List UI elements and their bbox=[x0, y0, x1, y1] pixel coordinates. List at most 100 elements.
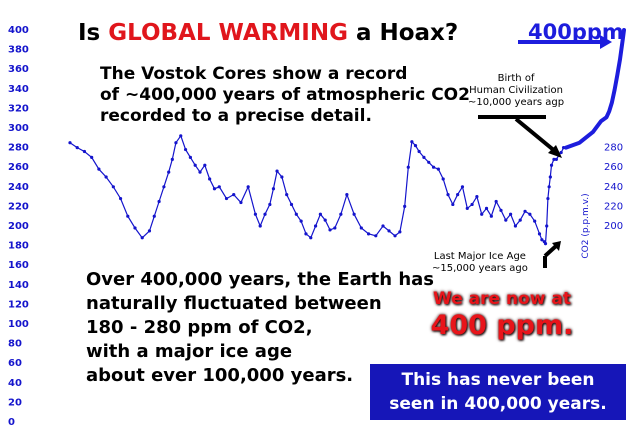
co2-data-point bbox=[359, 226, 363, 230]
ice-age-arrowhead bbox=[552, 241, 561, 251]
right-axis-label: CO2 (p.p.m.v.) bbox=[581, 193, 591, 258]
co2-data-point bbox=[403, 204, 407, 208]
summary-line: 180 - 280 ppm of CO2, bbox=[86, 317, 313, 338]
headline: Is GLOBAL WARMING a Hoax? bbox=[78, 20, 458, 46]
left-axis-tick-label: 240 bbox=[8, 182, 29, 193]
modern-co2-rise-line bbox=[564, 28, 626, 150]
co2-data-point bbox=[413, 144, 418, 148]
left-axis-tick-label: 100 bbox=[8, 319, 29, 330]
co2-data-point bbox=[170, 157, 174, 161]
civilization-arrowhead bbox=[548, 145, 562, 158]
co2-data-point bbox=[451, 202, 455, 207]
left-axis-tick-label: 340 bbox=[8, 84, 29, 95]
co2-data-point bbox=[533, 219, 537, 223]
co2-data-point bbox=[167, 170, 171, 174]
co2-data-point bbox=[456, 193, 460, 197]
co2-series-line bbox=[69, 134, 565, 246]
co2-data-point bbox=[323, 218, 327, 222]
now-callout: We are now at 400 ppm. bbox=[398, 288, 606, 342]
co2-data-point bbox=[268, 202, 272, 207]
left-axis-tick-label: 200 bbox=[8, 221, 29, 232]
summary-line: Over 400,000 years, the Earth has bbox=[86, 269, 434, 290]
co2-data-point bbox=[263, 212, 267, 216]
co2-data-point bbox=[339, 212, 343, 216]
right-axis-tick-label: 280 bbox=[604, 143, 623, 154]
civilization-line: Human Civilization bbox=[469, 85, 563, 96]
co2-data-point bbox=[126, 214, 130, 218]
co2-data-point bbox=[546, 196, 550, 201]
summary-line: with a major ice age bbox=[86, 341, 293, 362]
co2-data-point bbox=[147, 229, 152, 233]
left-axis-tick-label: 280 bbox=[8, 143, 29, 154]
co2-data-point bbox=[304, 232, 308, 236]
headline-suffix: a Hoax? bbox=[347, 20, 459, 46]
co2-data-point bbox=[465, 206, 469, 210]
right-axis-tick-label: 220 bbox=[604, 201, 623, 212]
left-axis-tick-label: 400 bbox=[8, 25, 29, 36]
co2-data-point bbox=[280, 175, 284, 179]
co2-data-point bbox=[212, 187, 217, 191]
co2-data-point bbox=[441, 177, 445, 181]
co2-data-point bbox=[258, 224, 262, 228]
co2-data-point bbox=[374, 234, 378, 238]
box-line: This has never been bbox=[401, 370, 595, 390]
co2-data-point bbox=[208, 177, 212, 181]
co2-data-point bbox=[406, 165, 410, 169]
co2-data-point bbox=[318, 212, 322, 216]
co2-data-point bbox=[289, 202, 294, 207]
left-axis-tick-label: 300 bbox=[8, 123, 29, 134]
civilization-line: Birth of bbox=[497, 73, 535, 84]
co2-data-point bbox=[224, 196, 229, 201]
co2-data-point bbox=[217, 185, 221, 189]
ice-age-arrow-line bbox=[543, 244, 558, 258]
co2-data-point bbox=[398, 230, 402, 234]
co2-data-point bbox=[431, 165, 436, 169]
civilization-arrow-line bbox=[514, 117, 558, 154]
co2-data-point bbox=[484, 206, 489, 210]
co2-data-point bbox=[381, 224, 385, 228]
co2-data-point bbox=[75, 146, 79, 150]
civilization-line: ~10,000 years agp bbox=[468, 97, 565, 108]
left-axis-tick-label: 220 bbox=[8, 201, 29, 212]
co2-data-point bbox=[352, 212, 356, 216]
left-axis-tick-label: 320 bbox=[8, 103, 29, 114]
co2-data-point bbox=[118, 196, 123, 201]
now-callout-line1: We are now at bbox=[433, 289, 571, 309]
co2-data-point bbox=[313, 224, 318, 228]
top-ppm-label: 400ppm bbox=[528, 20, 624, 44]
co2-data-point bbox=[157, 199, 161, 204]
co2-data-point bbox=[446, 193, 450, 197]
box-line: seen in 400,000 years. bbox=[389, 394, 607, 414]
co2-data-point bbox=[162, 185, 166, 189]
co2-data-point bbox=[271, 187, 276, 191]
co2-data-point bbox=[499, 208, 503, 212]
co2-data-point bbox=[518, 218, 522, 222]
co2-data-point bbox=[174, 141, 178, 145]
co2-data-point bbox=[387, 229, 391, 233]
intro-line: The Vostok Cores show a record bbox=[100, 64, 408, 84]
co2-data-point bbox=[554, 157, 558, 161]
summary-line: about ever 100,000 years. bbox=[86, 365, 354, 386]
co2-data-point bbox=[299, 219, 303, 223]
co2-data-point bbox=[345, 193, 349, 197]
left-axis-tick-label: 40 bbox=[8, 378, 22, 389]
left-axis-tick-label: 360 bbox=[8, 64, 29, 75]
co2-data-point bbox=[97, 167, 101, 171]
left-axis-tick-label: 60 bbox=[8, 358, 22, 369]
ice-age-line: ~15,000 years ago bbox=[432, 263, 528, 274]
right-axis-tick-label: 240 bbox=[604, 182, 623, 193]
co2-data-point bbox=[537, 232, 542, 236]
co2-data-point bbox=[410, 140, 414, 144]
co2-data-point bbox=[547, 185, 551, 189]
intro-line: recorded to a precise detail. bbox=[100, 106, 372, 126]
co2-data-point bbox=[246, 185, 250, 189]
left-axis-tick-label: 380 bbox=[8, 45, 29, 56]
co2-data-point bbox=[460, 185, 465, 189]
co2-data-point bbox=[183, 147, 188, 152]
co2-data-point bbox=[328, 228, 332, 232]
intro-line: of ~400,000 years of atmospheric CO2 bbox=[100, 85, 470, 105]
ice-age-line: Last Major Ice Age bbox=[433, 251, 526, 262]
co2-data-point bbox=[366, 232, 371, 236]
co2-data-point bbox=[275, 169, 279, 173]
left-axis-tick-label: 80 bbox=[8, 339, 22, 350]
